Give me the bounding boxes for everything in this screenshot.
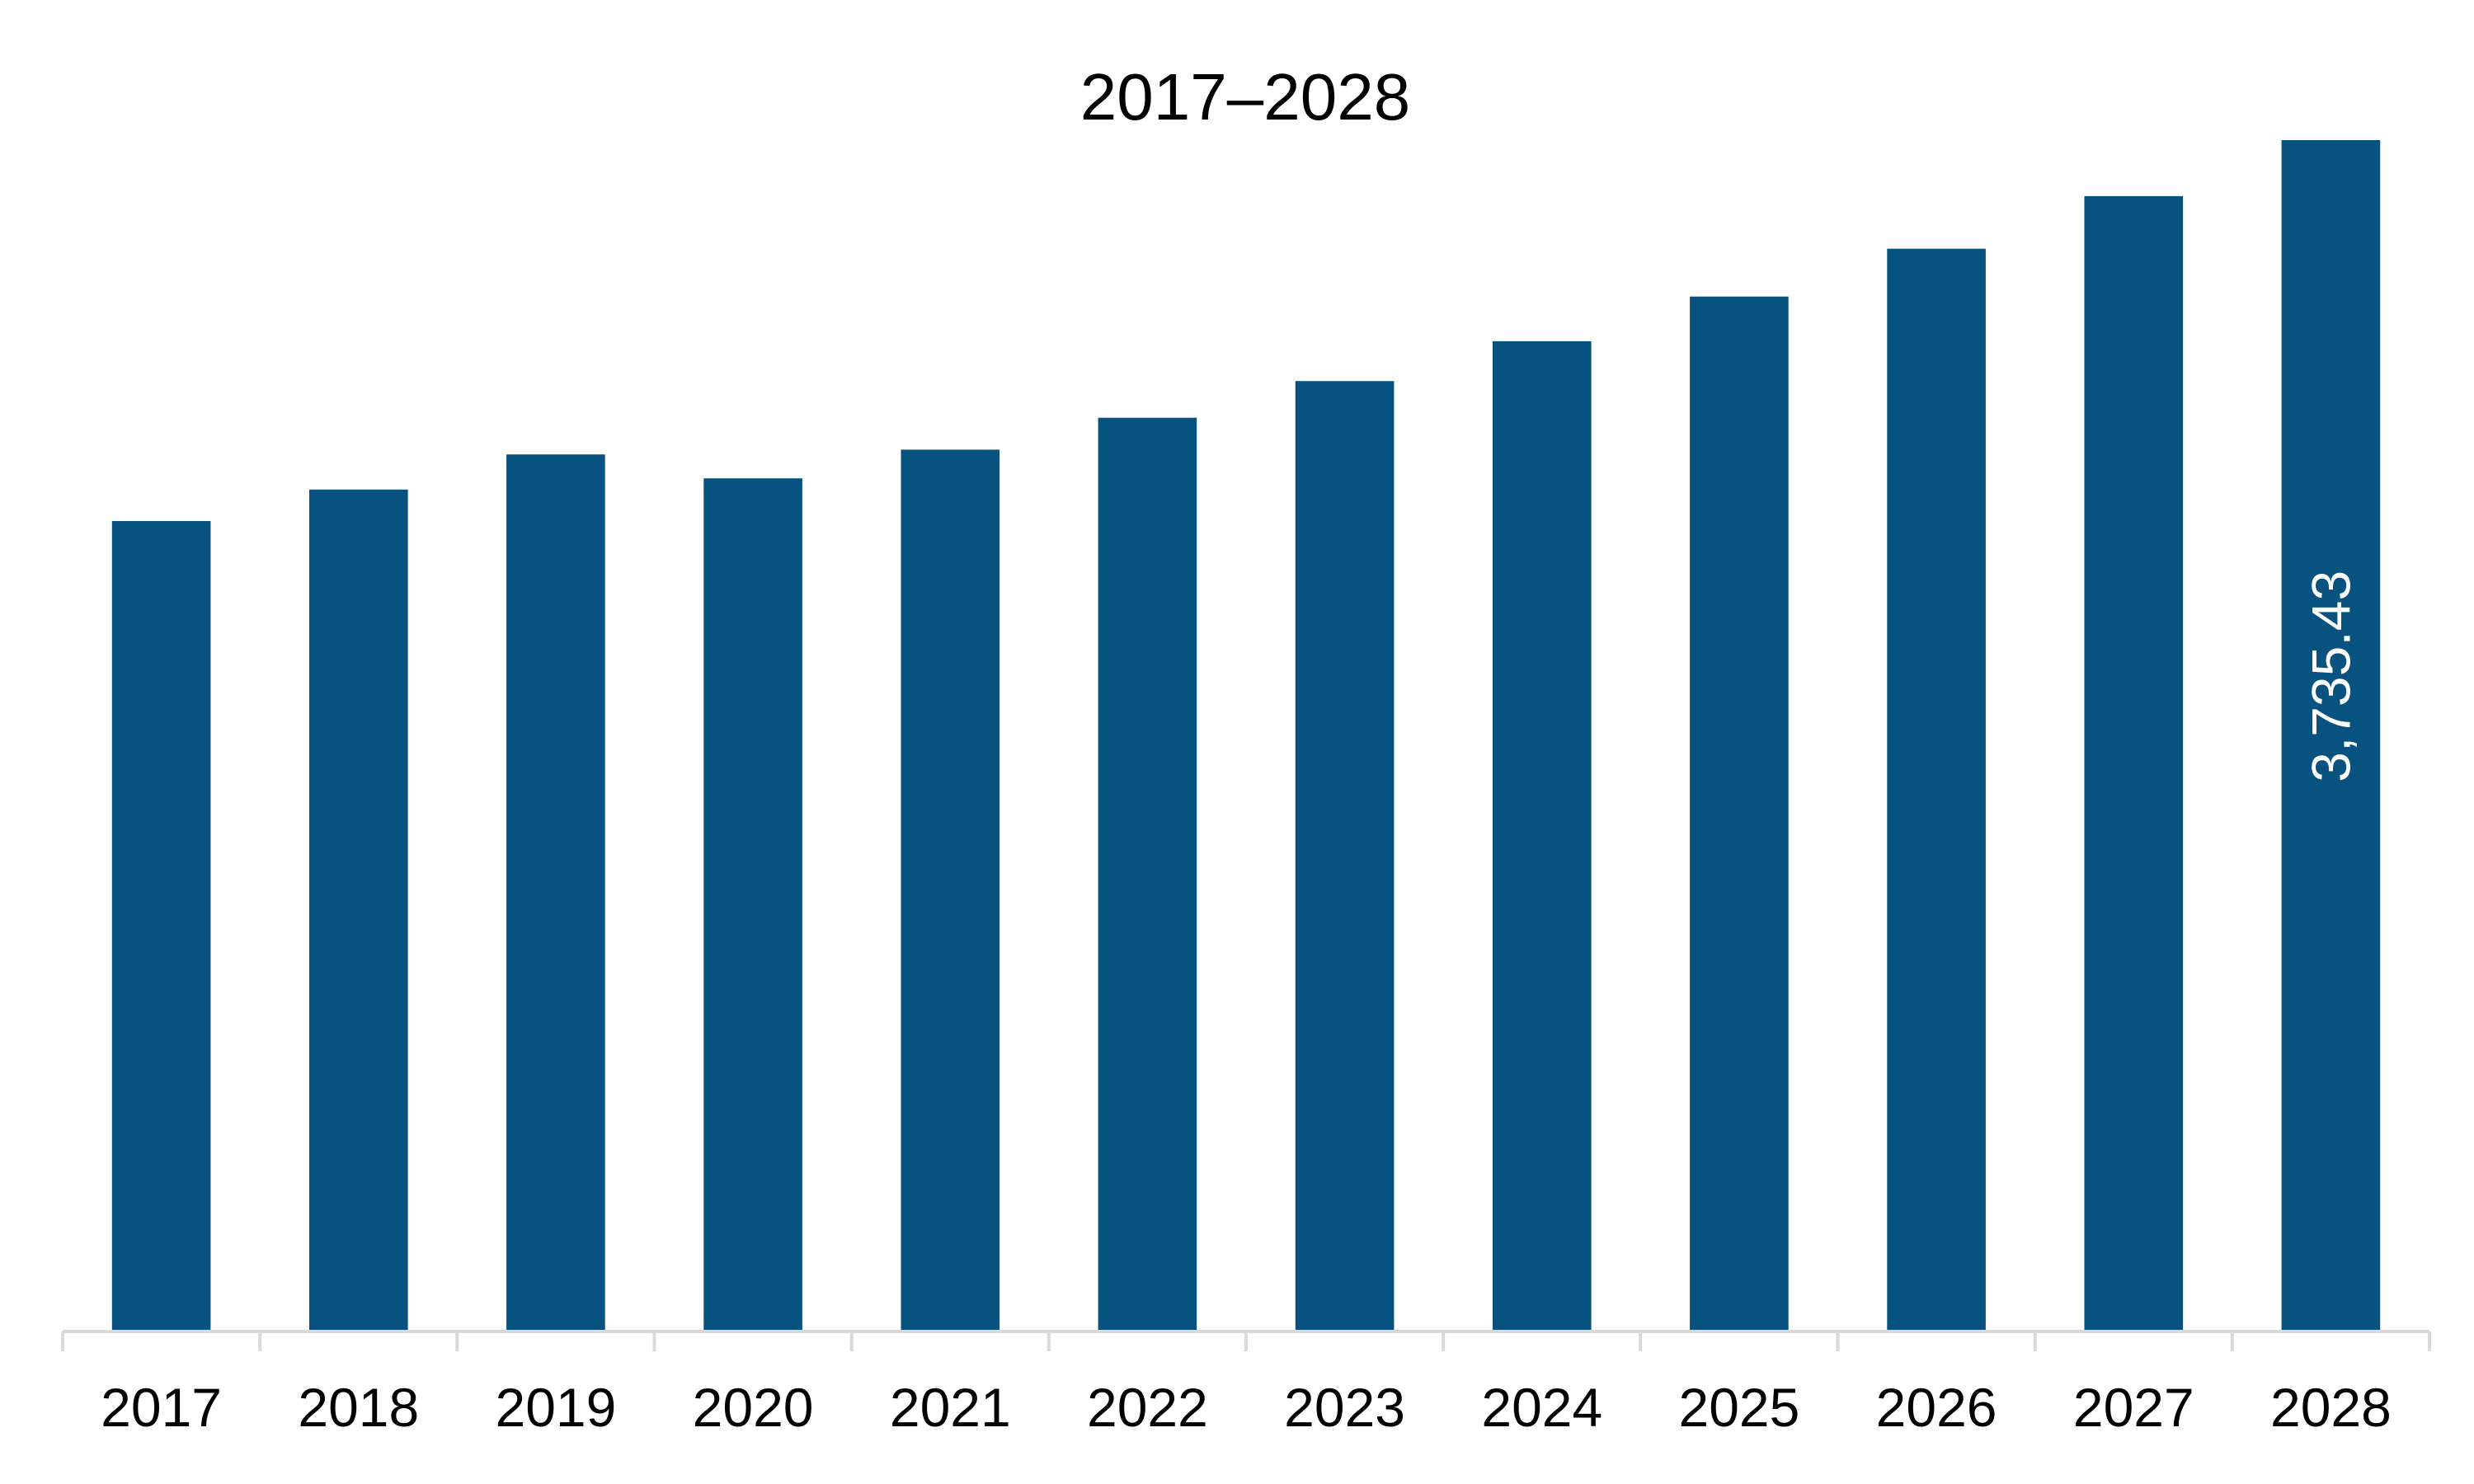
bar-2021 bbox=[901, 449, 1000, 1331]
x-tick-label-2020: 2020 bbox=[693, 1377, 814, 1438]
bar-2018 bbox=[309, 489, 408, 1331]
bar-2026 bbox=[1887, 248, 1986, 1332]
x-tick-labels: 2017 2018 2019 2020 2021 2022 2023 2024 2025 2026… bbox=[101, 1377, 2392, 1438]
x-tick-label-2019: 2019 bbox=[495, 1377, 616, 1438]
data-label-2028: 3,735.43 bbox=[2300, 571, 2361, 782]
bar-2023 bbox=[1295, 381, 1395, 1332]
bar-2022 bbox=[1098, 417, 1197, 1332]
x-tick-label-2026: 2026 bbox=[1876, 1377, 1997, 1438]
x-tick-label-2023: 2023 bbox=[1284, 1377, 1405, 1438]
x-tick-label-2018: 2018 bbox=[298, 1377, 419, 1438]
x-tick-label-2021: 2021 bbox=[890, 1377, 1011, 1438]
x-tick-label-2024: 2024 bbox=[1481, 1377, 1602, 1438]
bar-2028 bbox=[2281, 140, 2381, 1331]
x-tick-label-2025: 2025 bbox=[1678, 1377, 1799, 1438]
bars-layer bbox=[111, 140, 2381, 1332]
bar-2027 bbox=[2084, 195, 2184, 1331]
bar-2019 bbox=[506, 454, 605, 1332]
x-tick-label-2017: 2017 bbox=[101, 1377, 222, 1438]
chart-title: 2017–2028 bbox=[1080, 60, 1410, 134]
x-tick-label-2022: 2022 bbox=[1087, 1377, 1208, 1438]
data-labels: 3,735.43 bbox=[2300, 571, 2361, 782]
bar-2025 bbox=[1690, 296, 1789, 1332]
x-tick-label-2028: 2028 bbox=[2270, 1377, 2392, 1438]
x-tick-label-2027: 2027 bbox=[2073, 1377, 2194, 1438]
bar-2017 bbox=[111, 521, 211, 1331]
x-axis bbox=[61, 1330, 2431, 1351]
bar-2024 bbox=[1493, 340, 1592, 1331]
bar-2020 bbox=[703, 478, 802, 1332]
